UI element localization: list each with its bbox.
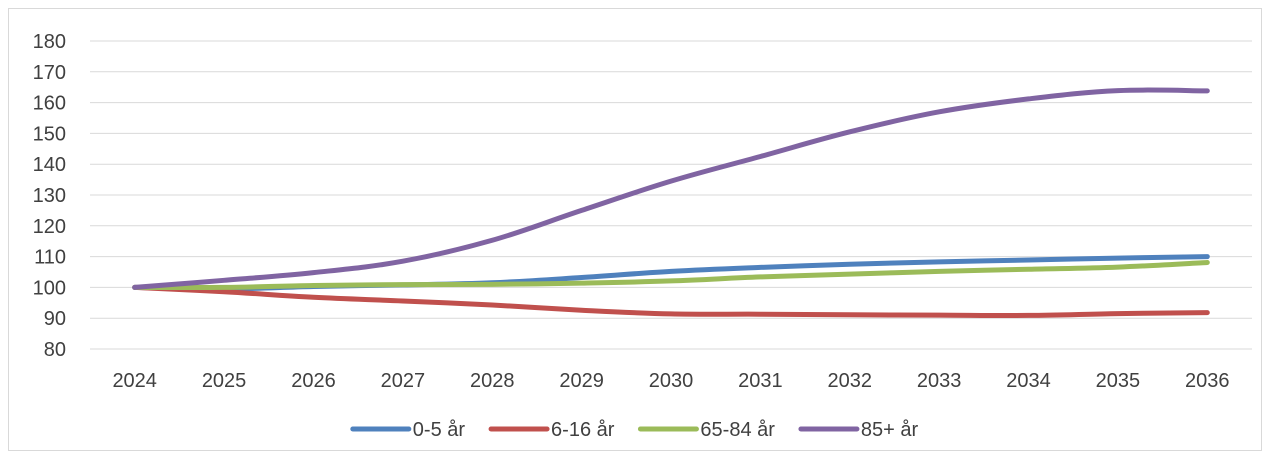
y-tick-label: 150 (33, 123, 66, 145)
series-line-65-84-r (132, 259, 1210, 291)
legend-item: 85+ år (798, 419, 919, 441)
y-tick-label: 110 (34, 247, 66, 269)
chart-frame (8, 8, 1262, 451)
legend-label: 0-5 år (413, 419, 466, 441)
x-tick-label: 2031 (738, 370, 783, 392)
y-tick-label: 80 (44, 339, 66, 361)
x-tick-label: 2024 (112, 370, 157, 392)
x-tick-label: 2025 (202, 370, 247, 392)
x-tick-label: 2035 (1096, 370, 1141, 392)
x-tick-label: 2033 (917, 370, 962, 392)
legend-item: 65-84 år (637, 419, 775, 441)
x-tick-label: 2026 (291, 370, 336, 392)
legend-label: 85+ år (861, 419, 919, 441)
y-tick-label: 140 (33, 154, 66, 176)
y-tick-label: 160 (33, 93, 66, 115)
x-tick-label: 2036 (1185, 370, 1230, 392)
y-tick-label: 180 (33, 31, 66, 53)
legend: 0-5 år 6-16 år 65-84 år 85+ år (350, 419, 919, 441)
legend-label: 65-84 år (700, 419, 775, 441)
y-tick-label: 120 (33, 216, 66, 238)
x-tick-label: 2030 (649, 370, 694, 392)
x-axis: 2024 2025 2026 2027 2028 2029 2030 2031 2032 2033… (112, 370, 1229, 392)
x-tick-label: 2029 (559, 370, 604, 392)
y-axis: 80 90 100 110 120 130 140 150 160 170 180 (33, 31, 66, 361)
series-line-85plus-r (132, 87, 1210, 290)
x-tick-label: 2034 (1006, 370, 1051, 392)
y-tick-label: 170 (33, 62, 66, 84)
legend-item: 0-5 år (350, 419, 466, 441)
y-tick-label: 90 (44, 308, 66, 330)
y-tick-label: 130 (33, 185, 66, 207)
y-tick-label: 100 (33, 277, 66, 299)
legend-label: 6-16 år (551, 419, 615, 441)
x-tick-label: 2032 (828, 370, 873, 392)
legend-item: 6-16 år (488, 419, 615, 441)
x-tick-label: 2027 (381, 370, 426, 392)
x-tick-label: 2028 (470, 370, 515, 392)
series-lines (132, 87, 1210, 319)
gridlines (90, 40, 1252, 350)
series-line-6-16-r (132, 284, 1210, 319)
